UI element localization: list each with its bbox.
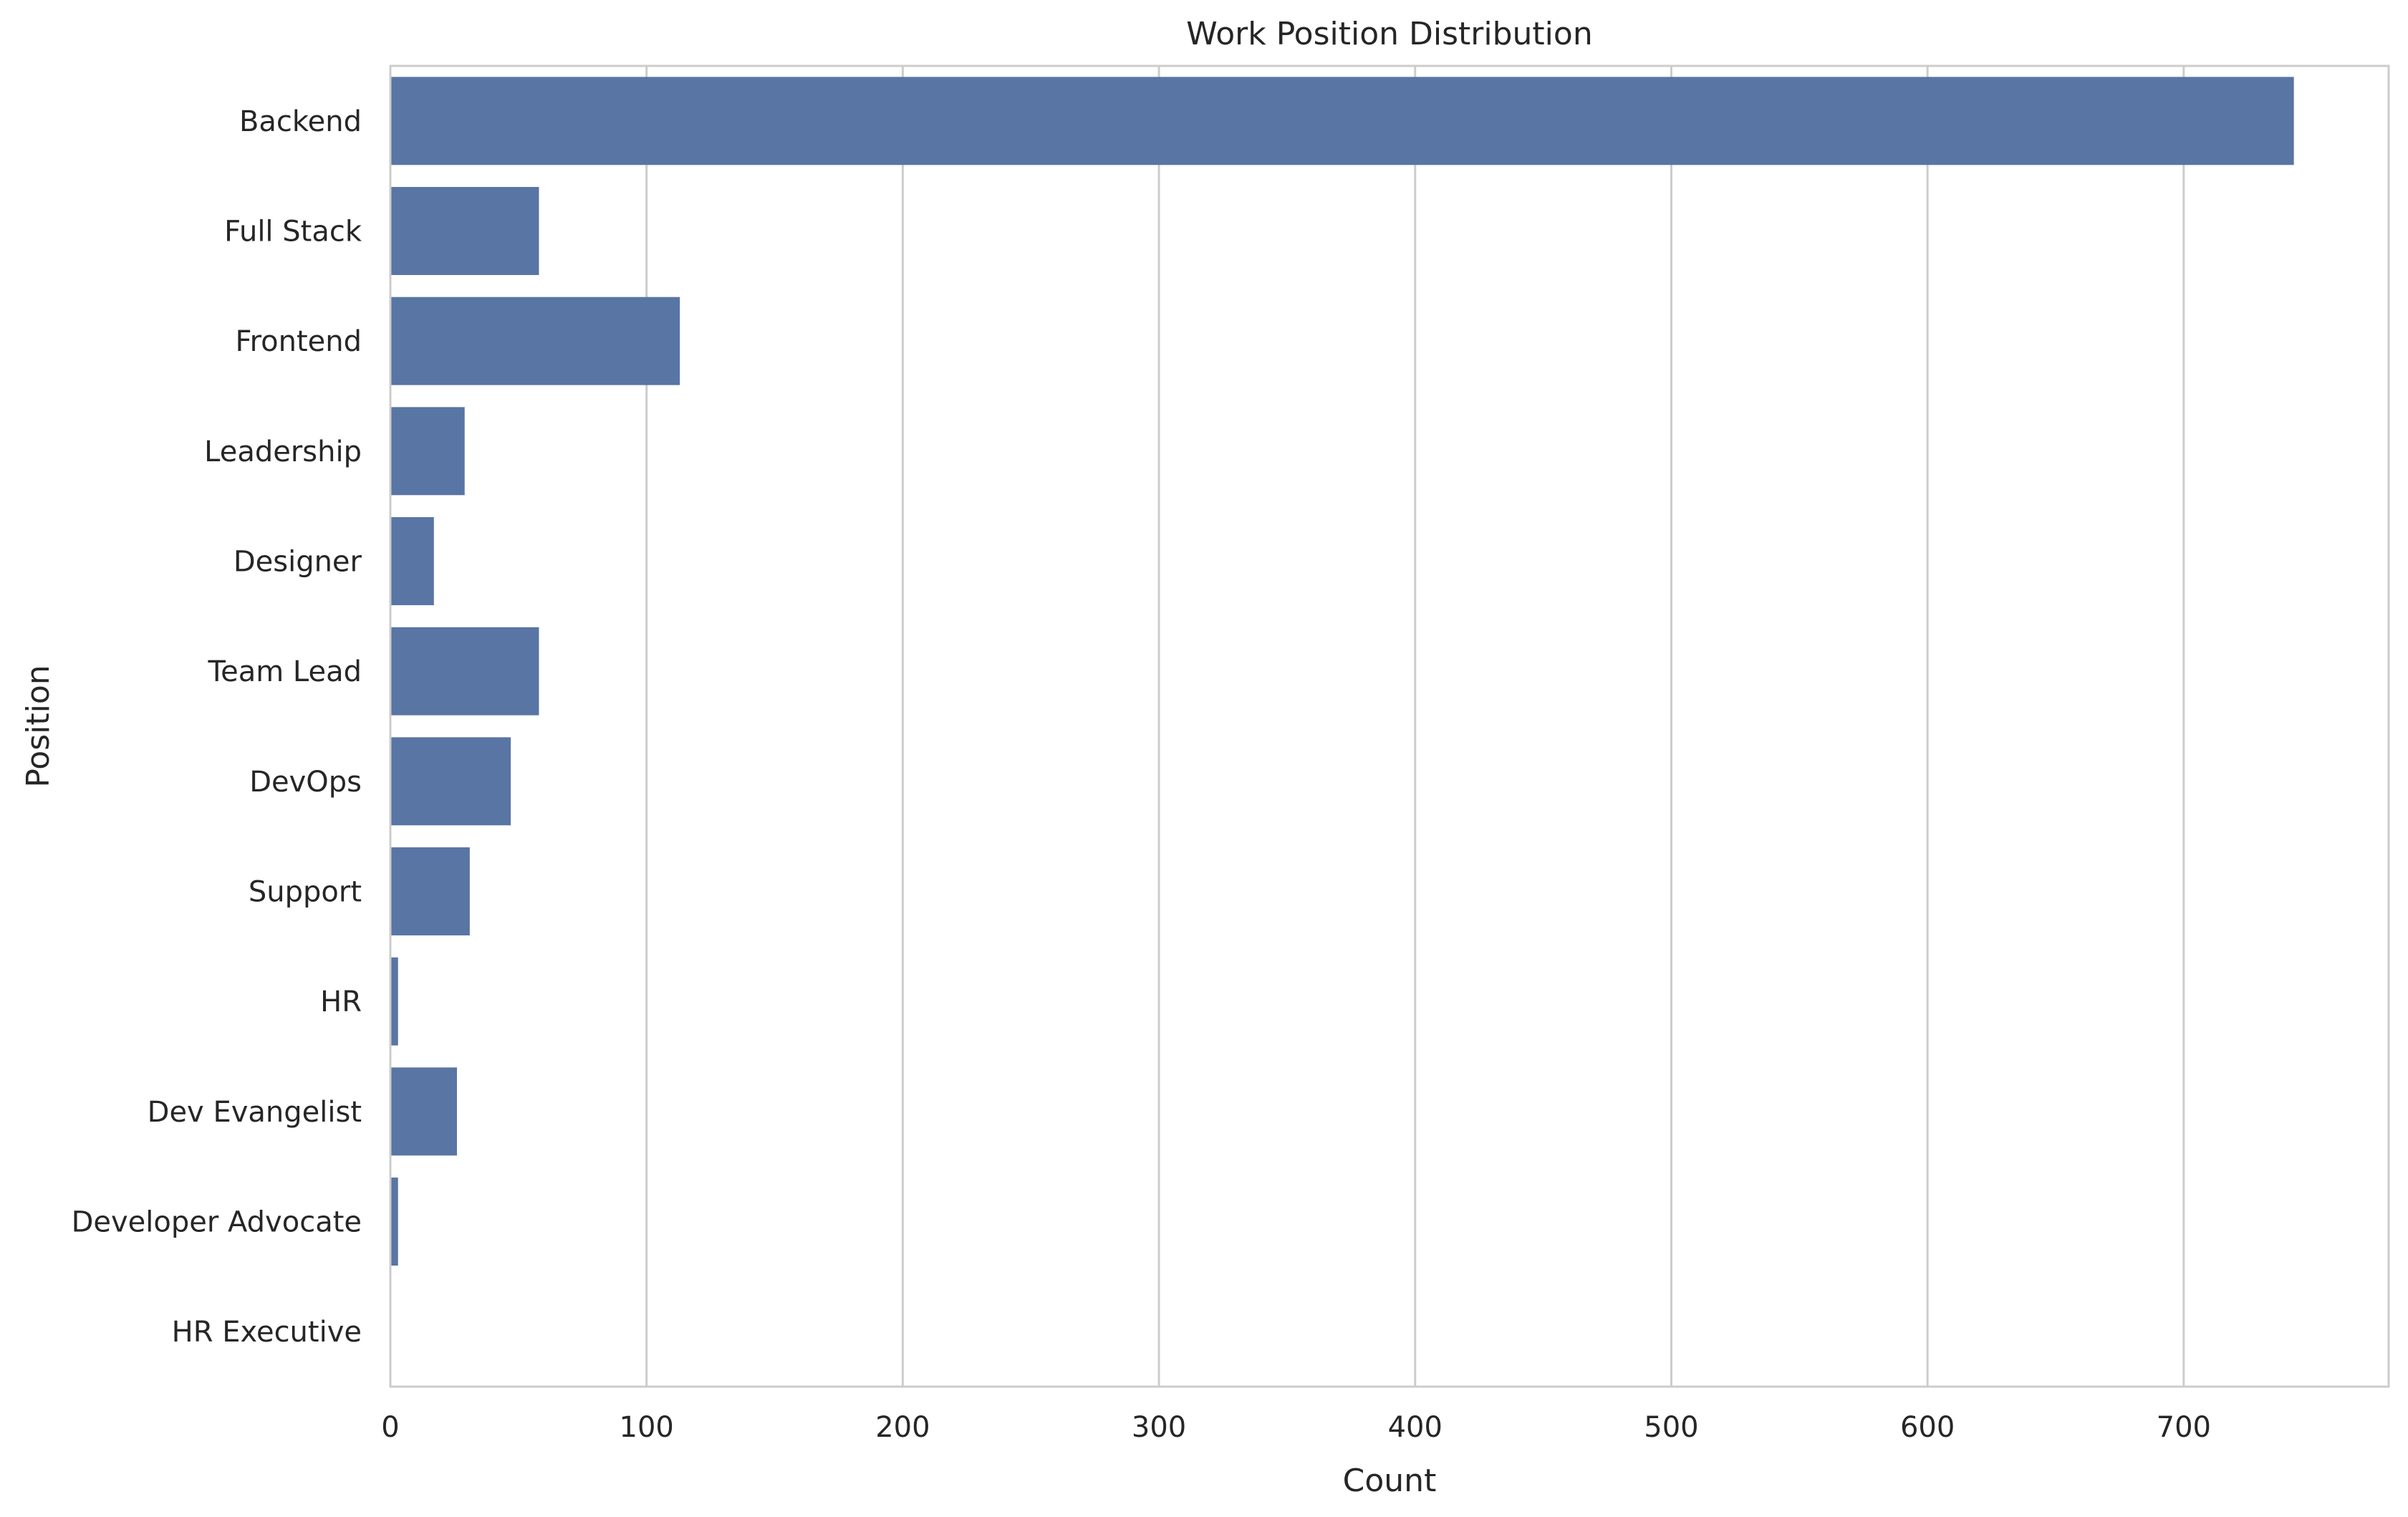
bar-frontend <box>390 297 680 385</box>
y-tick-label-hr: HR <box>320 986 362 1018</box>
bar-backend <box>390 77 2294 165</box>
y-tick-label-support: Support <box>249 876 362 909</box>
y-tick-label-dev-evangelist: Dev Evangelist <box>148 1096 362 1129</box>
bar-support <box>390 847 470 935</box>
y-tick-label-team-lead: Team Lead <box>207 655 362 688</box>
y-tick-label-hr-executive: HR Executive <box>172 1316 362 1349</box>
bars <box>390 77 2294 1266</box>
plot-frame <box>389 64 2390 1388</box>
y-tick-label-leadership: Leadership <box>204 435 362 468</box>
y-tick-label-frontend: Frontend <box>235 325 362 358</box>
bar-designer <box>390 517 434 605</box>
grid-lines <box>389 66 2185 1387</box>
x-tick-label-500: 500 <box>1644 1411 1698 1444</box>
x-tick-label-300: 300 <box>1132 1411 1186 1444</box>
bar-full-stack <box>390 187 539 275</box>
y-axis-label: Position <box>20 665 57 787</box>
x-axis-label: Count <box>1343 1463 1437 1499</box>
y-tick-label-designer: Designer <box>233 546 362 579</box>
y-tick-label-backend: Backend <box>239 105 362 138</box>
y-tick-labels: Backend Full Stack Frontend Leadership Desig… <box>72 105 362 1349</box>
x-tick-label-600: 600 <box>1900 1411 1955 1444</box>
y-tick-label-developer-advocate: Developer Advocate <box>72 1206 362 1239</box>
x-tick-label-0: 0 <box>381 1411 399 1444</box>
x-tick-label-700: 700 <box>2157 1411 2211 1444</box>
x-tick-labels: 0 100 200 300 400 500 600 700 <box>381 1411 2211 1444</box>
bar-leadership <box>390 407 465 496</box>
chart-title: Work Position Distribution <box>1186 16 1592 52</box>
bar-team-lead <box>390 627 539 716</box>
x-tick-label-400: 400 <box>1388 1411 1443 1444</box>
bar-dev-evangelist <box>390 1067 457 1156</box>
bar-developer-advocate <box>390 1178 398 1266</box>
x-tick-label-200: 200 <box>875 1411 930 1444</box>
bar-devops <box>390 737 511 826</box>
bar-hr <box>390 957 398 1046</box>
y-tick-label-devops: DevOps <box>249 766 362 799</box>
y-tick-label-full-stack: Full Stack <box>224 216 362 249</box>
x-tick-label-100: 100 <box>620 1411 674 1444</box>
